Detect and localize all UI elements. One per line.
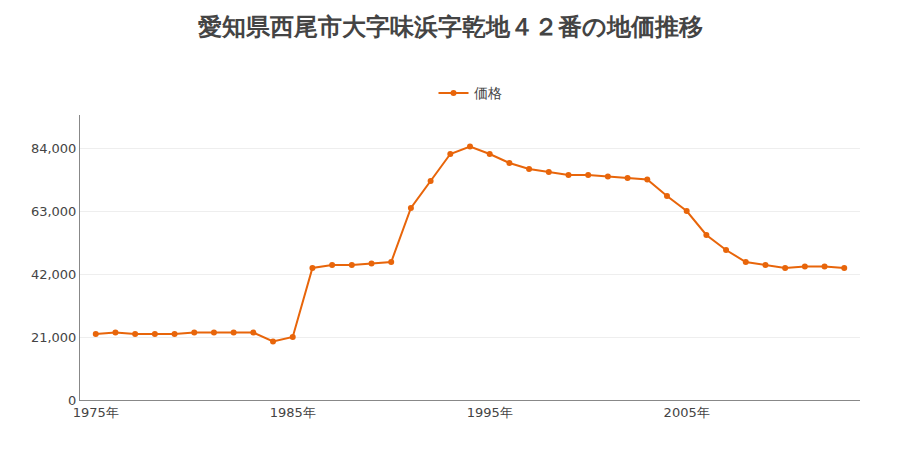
svg-text:42,000: 42,000: [31, 267, 77, 282]
svg-text:1985年: 1985年: [270, 405, 316, 420]
svg-text:1995年: 1995年: [467, 405, 513, 420]
svg-text:84,000: 84,000: [31, 141, 77, 156]
svg-text:21,000: 21,000: [31, 330, 77, 345]
svg-text:2005年: 2005年: [664, 405, 710, 420]
svg-text:価格: 価格: [474, 85, 502, 101]
svg-text:0: 0: [68, 393, 76, 408]
svg-text:1975年: 1975年: [73, 405, 119, 420]
svg-text:63,000: 63,000: [31, 204, 77, 219]
svg-text:愛知県西尾市大字味浜字乾地４２番の地価推移: 愛知県西尾市大字味浜字乾地４２番の地価推移: [198, 13, 703, 41]
